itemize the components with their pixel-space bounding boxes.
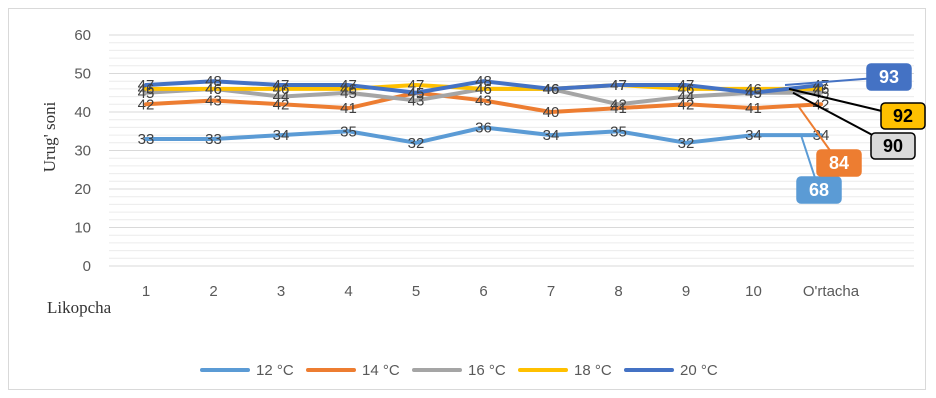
data-label: 46	[543, 81, 560, 98]
data-label: 40	[543, 104, 560, 121]
data-label: 43	[205, 92, 222, 109]
x-tick-label: 10	[745, 283, 762, 300]
x-tick-label: 2	[209, 283, 217, 300]
data-label: 46	[205, 81, 222, 98]
data-label: 47	[340, 77, 357, 94]
data-label: 48	[475, 73, 492, 90]
y-tick-label: 0	[83, 258, 91, 275]
data-label: 47	[610, 77, 627, 94]
chart-frame: 0 10 20 30 40 50 60 1 2 3 4 5 6 7 8 9 10 O'rtacha 33 33 34…	[8, 8, 926, 390]
y-axis-ticks: 0 10 20 30 40 50 60	[74, 27, 91, 275]
legend-label: 14 °C	[362, 362, 400, 379]
data-label: 41	[340, 100, 357, 117]
callout-box	[870, 132, 916, 160]
data-label: 33	[138, 131, 155, 148]
data-label: 45	[408, 85, 425, 102]
data-label: 43	[475, 92, 492, 109]
data-label: 46	[678, 81, 695, 98]
x-tick-label: 9	[682, 283, 690, 300]
x-tick-label: 5	[412, 283, 420, 300]
data-label: 47	[610, 77, 627, 94]
callout-label: 93	[879, 67, 899, 87]
data-label: 46	[543, 81, 560, 98]
series-line-2	[144, 90, 823, 114]
x-tick-label: 6	[479, 283, 487, 300]
data-label: 46	[475, 81, 492, 98]
data-label: 35	[610, 123, 627, 140]
data-label: 44	[678, 89, 695, 106]
data-label: 45	[138, 85, 155, 102]
data-label: 42	[138, 96, 155, 113]
data-label: 45	[745, 85, 762, 102]
x-tick-label: 7	[547, 283, 555, 300]
data-label: 46	[745, 81, 762, 98]
x-tick-label: 4	[344, 283, 352, 300]
data-label: 46	[340, 81, 357, 98]
data-label: 48	[205, 73, 222, 90]
data-label: 47	[138, 77, 155, 94]
y-tick-label: 50	[74, 66, 91, 83]
data-label: 45	[340, 85, 357, 102]
y-axis-label: Urug' soni	[40, 101, 59, 172]
data-label: 43	[408, 92, 425, 109]
data-label: 45	[745, 85, 762, 102]
data-label: 46	[543, 81, 560, 98]
series-line-5	[144, 79, 823, 95]
data-label: 35	[340, 123, 357, 140]
data-label: 42	[678, 96, 695, 113]
callout-box	[796, 176, 842, 204]
x-tick-label: 1	[142, 283, 150, 300]
data-label: 46	[813, 81, 830, 98]
data-label: 47	[678, 77, 695, 94]
callout-box	[816, 149, 862, 177]
y-tick-label: 10	[74, 220, 91, 237]
data-label: 46	[138, 81, 155, 98]
data-label: 42	[273, 96, 290, 113]
data-label: 33	[205, 131, 222, 148]
x-tick-label: O'rtacha	[803, 283, 860, 300]
data-label: 32	[678, 135, 695, 152]
callout-box	[866, 63, 912, 91]
x-tick-label: 3	[277, 283, 285, 300]
series-lines	[144, 79, 823, 145]
data-label: 44	[273, 89, 290, 106]
gridlines	[109, 34, 914, 267]
callout-label: 68	[809, 180, 829, 200]
data-label: 41	[610, 100, 627, 117]
legend-label: 18 °C	[574, 362, 612, 379]
legend: 12 °C 14 °C 16 °C 18 °C 20 °C	[200, 362, 718, 379]
data-label: 46	[205, 81, 222, 98]
callout-label: 90	[883, 136, 903, 156]
data-label: 36	[475, 119, 492, 136]
data-label: 34	[543, 127, 560, 144]
x-axis-ticks: 1 2 3 4 5 6 7 8 9 10 O'rtacha	[142, 283, 860, 300]
y-tick-label: 20	[74, 181, 91, 198]
y-tick-label: 60	[74, 27, 91, 44]
data-label: 47	[813, 77, 830, 94]
data-label: 45	[408, 85, 425, 102]
data-label: 34	[273, 127, 290, 144]
data-label: 46	[475, 81, 492, 98]
x-tick-label: 8	[614, 283, 622, 300]
legend-label: 16 °C	[468, 362, 506, 379]
y-tick-label: 40	[74, 104, 91, 121]
data-label: 47	[273, 77, 290, 94]
y-tick-label: 30	[74, 143, 91, 160]
x-axis-label: Likopcha	[47, 298, 112, 317]
legend-label: 20 °C	[680, 362, 718, 379]
data-label: 34	[745, 127, 762, 144]
data-label: 42	[610, 96, 627, 113]
callout-box	[880, 102, 926, 130]
callout-label: 92	[893, 106, 913, 126]
data-label: 47	[408, 77, 425, 94]
data-label: 46	[273, 81, 290, 98]
data-label: 41	[745, 100, 762, 117]
data-label: 32	[408, 135, 425, 152]
series-line-1	[144, 125, 823, 145]
legend-label: 12 °C	[256, 362, 294, 379]
callout-label: 84	[829, 153, 849, 173]
